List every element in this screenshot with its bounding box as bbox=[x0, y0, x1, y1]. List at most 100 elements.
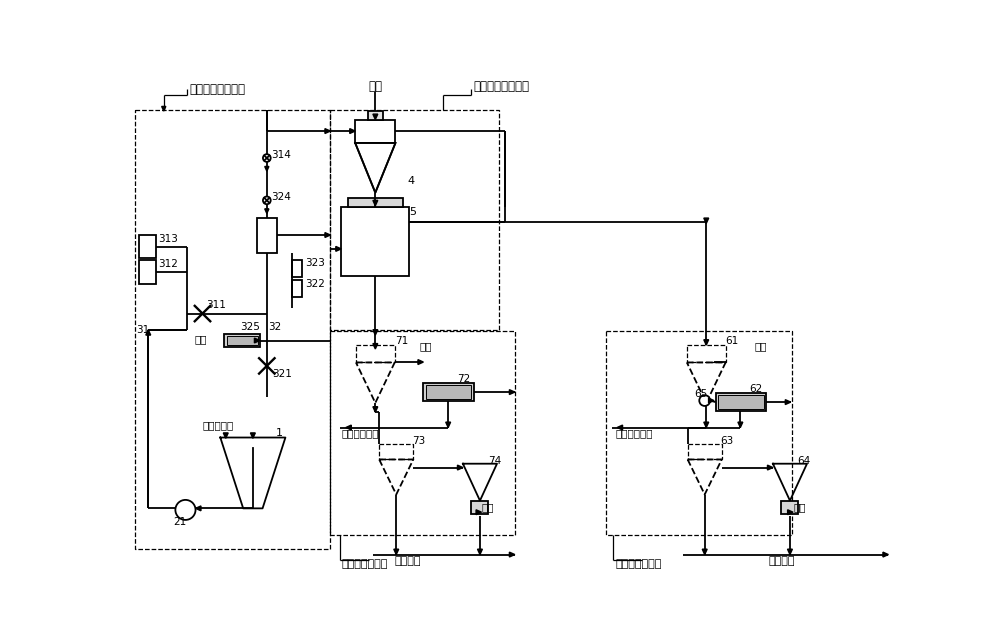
Text: 煟泥: 煟泥 bbox=[368, 80, 382, 93]
Bar bbox=[348, 197, 403, 206]
Text: 清水: 清水 bbox=[420, 341, 432, 352]
Text: 324: 324 bbox=[271, 192, 291, 201]
Text: 重介质分选子系统: 重介质分选子系统 bbox=[474, 80, 530, 93]
Text: 311: 311 bbox=[206, 300, 226, 310]
Bar bbox=[781, 501, 798, 514]
Text: 323: 323 bbox=[305, 258, 325, 269]
Text: 4: 4 bbox=[408, 176, 415, 186]
Text: 321: 321 bbox=[272, 368, 292, 379]
Polygon shape bbox=[478, 549, 482, 554]
Polygon shape bbox=[476, 510, 482, 514]
Polygon shape bbox=[457, 465, 463, 470]
Text: 65: 65 bbox=[695, 390, 708, 399]
Text: 清水: 清水 bbox=[754, 341, 767, 352]
Bar bbox=[356, 345, 395, 363]
Text: 往合格介质桶: 往合格介质桶 bbox=[342, 429, 380, 439]
Polygon shape bbox=[254, 338, 260, 343]
Bar bbox=[471, 501, 488, 514]
Bar bbox=[292, 260, 302, 277]
Polygon shape bbox=[350, 129, 355, 134]
Text: 74: 74 bbox=[488, 456, 501, 466]
Polygon shape bbox=[788, 510, 793, 514]
Bar bbox=[330, 110, 499, 330]
Bar bbox=[227, 336, 258, 345]
Polygon shape bbox=[394, 549, 399, 554]
Polygon shape bbox=[617, 425, 623, 430]
Bar bbox=[606, 331, 792, 536]
Bar bbox=[426, 385, 471, 399]
Polygon shape bbox=[373, 343, 378, 349]
Polygon shape bbox=[162, 107, 166, 111]
Circle shape bbox=[263, 197, 271, 204]
Polygon shape bbox=[702, 549, 707, 554]
Text: 314: 314 bbox=[271, 150, 291, 160]
Text: 往合格介质桶: 往合格介质桶 bbox=[616, 429, 653, 439]
Polygon shape bbox=[325, 129, 330, 134]
Text: 313: 313 bbox=[158, 234, 178, 244]
Polygon shape bbox=[146, 330, 151, 335]
Bar bbox=[718, 395, 764, 409]
Text: 72: 72 bbox=[457, 374, 470, 384]
Circle shape bbox=[175, 500, 196, 520]
Text: 往浓缩机: 往浓缩机 bbox=[395, 556, 421, 566]
Bar bbox=[716, 393, 766, 412]
Polygon shape bbox=[709, 398, 714, 403]
Polygon shape bbox=[509, 552, 515, 557]
Text: 322: 322 bbox=[305, 278, 325, 289]
Polygon shape bbox=[883, 552, 888, 557]
Text: 63: 63 bbox=[720, 437, 733, 446]
Text: 5: 5 bbox=[409, 207, 416, 217]
Polygon shape bbox=[373, 407, 378, 412]
Polygon shape bbox=[446, 422, 451, 428]
Text: 重介质入料子系统: 重介质入料子系统 bbox=[189, 83, 245, 96]
Text: 21: 21 bbox=[173, 517, 186, 527]
Polygon shape bbox=[325, 233, 330, 237]
Text: 325: 325 bbox=[240, 322, 260, 332]
Bar bbox=[330, 331, 515, 536]
Bar bbox=[224, 334, 260, 347]
Polygon shape bbox=[355, 143, 395, 193]
Polygon shape bbox=[223, 433, 228, 439]
Text: 尾煎: 尾煎 bbox=[482, 502, 494, 512]
Text: 精煎提取子系统: 精煎提取子系统 bbox=[616, 559, 662, 569]
Text: 1: 1 bbox=[276, 428, 283, 438]
Bar bbox=[139, 260, 156, 284]
Polygon shape bbox=[704, 218, 709, 224]
Polygon shape bbox=[738, 422, 743, 428]
Bar bbox=[687, 345, 726, 363]
Text: 尾煎提取子系统: 尾煎提取子系统 bbox=[342, 559, 388, 569]
Polygon shape bbox=[265, 167, 269, 171]
Polygon shape bbox=[785, 400, 791, 404]
Polygon shape bbox=[336, 246, 341, 251]
Polygon shape bbox=[704, 422, 709, 428]
Bar bbox=[135, 110, 330, 549]
Bar bbox=[688, 444, 722, 460]
Text: 62: 62 bbox=[749, 384, 762, 394]
Bar bbox=[355, 120, 395, 143]
Text: 31: 31 bbox=[136, 325, 149, 335]
Bar bbox=[341, 206, 409, 276]
Polygon shape bbox=[788, 549, 792, 554]
Bar bbox=[379, 444, 413, 460]
Bar bbox=[257, 218, 277, 253]
Text: 精煎: 精煎 bbox=[793, 502, 806, 512]
Circle shape bbox=[699, 395, 710, 406]
Bar bbox=[423, 383, 474, 401]
Polygon shape bbox=[373, 330, 378, 335]
Polygon shape bbox=[373, 114, 378, 120]
Polygon shape bbox=[346, 425, 351, 430]
Circle shape bbox=[263, 154, 271, 162]
Bar bbox=[139, 235, 156, 258]
Text: 清水: 清水 bbox=[195, 334, 207, 344]
Polygon shape bbox=[767, 465, 773, 470]
Text: 61: 61 bbox=[726, 336, 739, 347]
Polygon shape bbox=[704, 340, 709, 345]
Polygon shape bbox=[250, 433, 255, 439]
Text: 73: 73 bbox=[412, 437, 425, 446]
Text: 清水介质粉: 清水介质粉 bbox=[202, 420, 234, 430]
Polygon shape bbox=[196, 506, 201, 511]
Polygon shape bbox=[509, 390, 515, 395]
Polygon shape bbox=[265, 209, 269, 213]
Text: 32: 32 bbox=[268, 322, 282, 332]
Bar bbox=[292, 280, 302, 297]
